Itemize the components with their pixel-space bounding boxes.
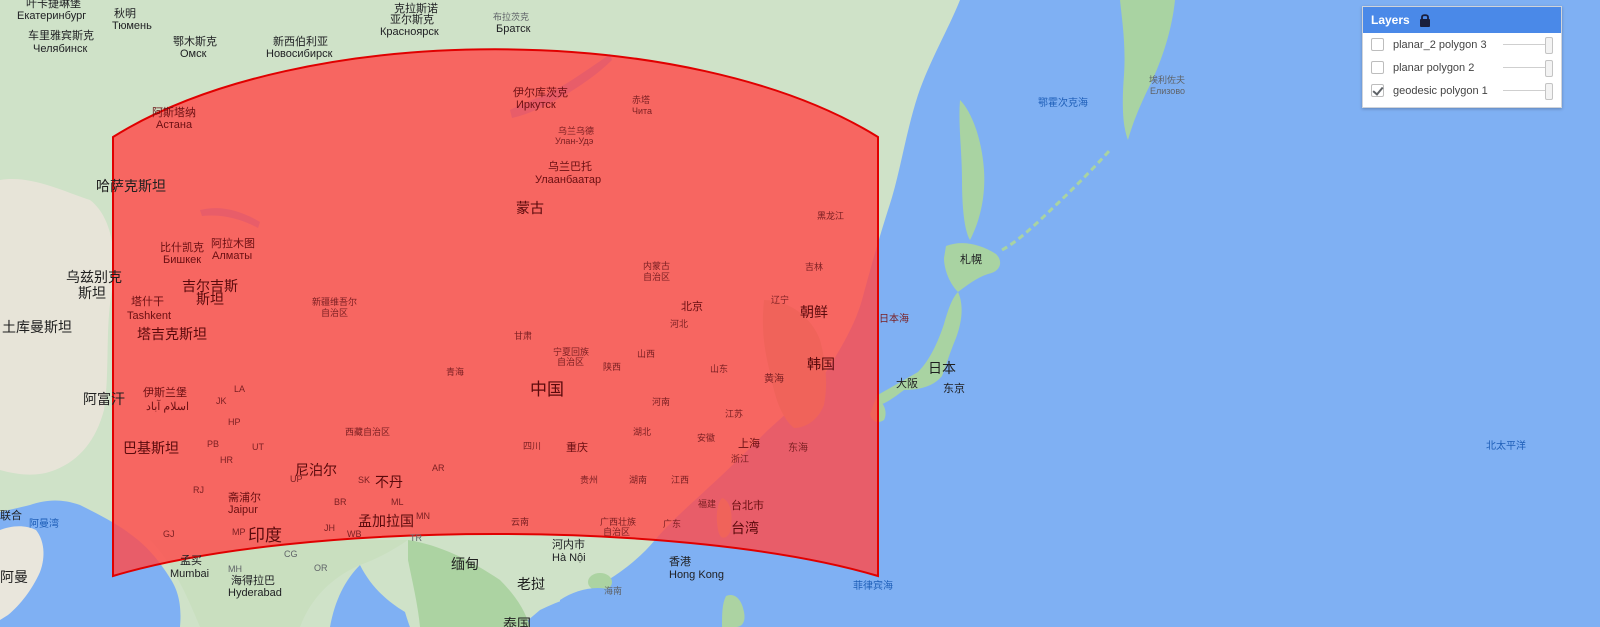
- layers-panel: Layers planar_2 polygon 3 planar polygon…: [1362, 6, 1562, 108]
- desert-central-asia: [0, 179, 114, 475]
- layer-name: planar polygon 2: [1393, 61, 1475, 74]
- layer-row-planar-2-polygon-3: planar_2 polygon 3: [1363, 33, 1561, 56]
- layer-opacity-slider[interactable]: [1503, 37, 1553, 54]
- landmass-se-asia: [408, 540, 530, 627]
- kamchatka: [1120, 0, 1175, 140]
- layer-checkbox-planar-polygon-2[interactable]: [1371, 61, 1384, 74]
- layer-name: geodesic polygon 1: [1393, 84, 1488, 97]
- layer-checkbox-planar-2-polygon-3[interactable]: [1371, 38, 1384, 51]
- layer-opacity-slider[interactable]: [1503, 60, 1553, 77]
- geodesic-polygon-1: [112, 48, 879, 578]
- kuril-islands: [1001, 148, 1112, 252]
- island-sakhalin: [959, 100, 985, 240]
- island-hainan: [588, 573, 612, 591]
- layer-row-planar-polygon-2: planar polygon 2: [1363, 56, 1561, 79]
- layers-panel-header: Layers: [1363, 7, 1561, 33]
- island-hokkaido: [944, 243, 1001, 292]
- bay-of-bengal: [330, 565, 410, 627]
- island-honshu: [876, 292, 962, 404]
- landmass-india: [150, 540, 408, 627]
- lock-icon[interactable]: [1418, 13, 1432, 27]
- layers-panel-title: Layers: [1371, 13, 1410, 27]
- layer-row-geodesic-polygon-1: geodesic polygon 1: [1363, 79, 1561, 102]
- landmass-arabia: [0, 526, 44, 620]
- layer-name: planar_2 polygon 3: [1393, 38, 1487, 51]
- gulf-of-tonkin: [560, 588, 615, 627]
- layer-opacity-slider[interactable]: [1503, 83, 1553, 100]
- layer-checkbox-geodesic-polygon-1[interactable]: [1371, 84, 1384, 97]
- island-luzon: [722, 594, 745, 627]
